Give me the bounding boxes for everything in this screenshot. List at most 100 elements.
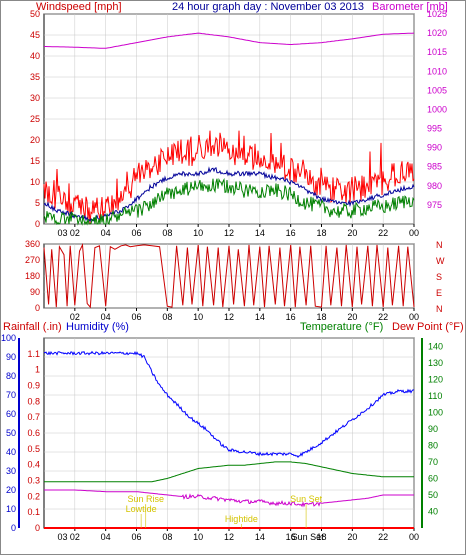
humidity-tick-label: 20 (6, 485, 16, 495)
rain-x-tick-label: 12 (224, 532, 234, 542)
humidity-tick-label: 10 (6, 504, 16, 514)
barometer-tick-label: 995 (427, 124, 442, 134)
compass-label: N (436, 240, 443, 250)
compass-label: N (436, 304, 443, 314)
windspeed-tick-label: 5 (35, 198, 40, 208)
direction-x-tick-label: 00 (409, 312, 419, 322)
humidity-tick-label: 30 (6, 466, 16, 476)
windspeed-avg-line (43, 166, 415, 222)
rain-x-tick-label: 06 (131, 532, 141, 542)
direction-tick-label: 0 (35, 303, 40, 313)
direction-x-tick-label: 08 (162, 312, 172, 322)
rain-x-tick-label: 20 (347, 532, 357, 542)
direction-tick-label: 360 (25, 239, 40, 249)
wind-direction-panel: 0 N 90 E 180 S 270 W 360 N 02 04 06 08 10 12 14 16 18 20 22 0… (25, 239, 445, 322)
windspeed-tick-label: 25 (30, 114, 40, 124)
rain-x-tick-label: 00 (409, 532, 419, 542)
temperature-tick-label: 140 (428, 341, 443, 351)
humidity-tick-label: 90 (6, 352, 16, 362)
barometer-tick-label: 1020 (427, 28, 447, 38)
wind-x-tick-label: 20 (347, 228, 357, 238)
wind-x-tick-label: 22 (378, 228, 388, 238)
windspeed-tick-label: 35 (30, 72, 40, 82)
rain-x-tick-label: 08 (162, 532, 172, 542)
wind-x-tick-label: 02 (70, 228, 80, 238)
rainfall-tick-label: 1 (35, 365, 40, 375)
dewpoint-line (44, 489, 414, 508)
humidity-tick-label: 70 (6, 390, 16, 400)
windspeed-tick-label: 10 (30, 177, 40, 187)
windspeed-tick-label: 15 (30, 156, 40, 166)
humidity-tick-label: 80 (6, 371, 16, 381)
wind-x-tick-label: 18 (316, 228, 326, 238)
temperature-tick-label: 40 (428, 506, 438, 516)
barometer-line (44, 32, 415, 49)
rainfall-axis-label: Rainfall (.in) (3, 321, 62, 333)
temperature-tick-label: 100 (428, 407, 443, 417)
direction-x-tick-label: 02 (70, 312, 80, 322)
rain-x-tick-label: 18 (316, 532, 326, 542)
barometer-tick-label: 1015 (427, 47, 447, 57)
wind-x-tick-label: 16 (286, 228, 296, 238)
humidity-tick-label: 60 (6, 409, 16, 419)
humidity-axis-label: Humidity (%) (66, 321, 129, 333)
direction-x-tick-label: 06 (131, 312, 141, 322)
humidity-tick-label: 0 (11, 523, 16, 533)
rain-x-tick-label: 04 (101, 532, 111, 542)
temperature-tick-label: 130 (428, 358, 443, 368)
temperature-axis-label: Temperature (°F) (300, 321, 383, 333)
humidity-tick-label: 50 (6, 428, 16, 438)
humidity-line (43, 350, 415, 459)
windspeed-axis-label: Windspeed [mph] (36, 1, 122, 13)
temperature-tick-label: 60 (428, 473, 438, 483)
temperature-tick-label: 70 (428, 457, 438, 467)
rainfall-tick-label: 0.7 (27, 412, 40, 422)
compass-label: E (436, 288, 442, 298)
rainfall-tick-label: 0.5 (27, 444, 40, 454)
rainfall-tick-label: 0.4 (27, 460, 40, 470)
rainfall-tick-label: 1.1 (27, 349, 40, 359)
wind-x-tick-label: 04 (101, 228, 111, 238)
wind-baro-panel: 0510152025303540455097598098599099510001… (30, 9, 447, 238)
rain-x-tick-label: 02 (70, 532, 80, 542)
temperature-tick-label: 90 (428, 424, 438, 434)
direction-x-tick-label: 10 (193, 312, 203, 322)
direction-x-tick-label: 20 (347, 312, 357, 322)
barometer-tick-label: 980 (427, 181, 442, 191)
dewpoint-axis-label: Dew Point (°F) (392, 321, 464, 333)
event-annotation: Hightide (225, 514, 258, 524)
barometer-tick-label: 975 (427, 200, 442, 210)
temperature-tick-label: 50 (428, 490, 438, 500)
event-annotation: Lowtide (126, 504, 157, 514)
barometer-axis-label: Barometer [mb] (372, 1, 448, 13)
compass-label: S (436, 272, 442, 282)
temperature-tick-label: 120 (428, 374, 443, 384)
direction-x-tick-label: 22 (378, 312, 388, 322)
rain-x-tick-label: 16 (286, 532, 296, 542)
wind-x-tick-label: 12 (224, 228, 234, 238)
humidity-tick-label: 100 (1, 333, 16, 343)
rainfall-tick-label: 0.6 (27, 428, 40, 438)
humidity-tick-label: 40 (6, 447, 16, 457)
windspeed-gust-line (43, 130, 415, 224)
compass-label: W (436, 256, 445, 266)
rain-humidity-temp-panel: 010203040506070809010000.10.20.30.40.50.… (1, 333, 443, 542)
rainfall-tick-label: 0.1 (27, 507, 40, 517)
rainfall-tick-label: 0.9 (27, 381, 40, 391)
temperature-tick-label: 80 (428, 440, 438, 450)
wind-x-tick-label: 00 (409, 228, 419, 238)
direction-tick-label: 90 (30, 287, 40, 297)
barometer-tick-label: 1025 (427, 9, 447, 19)
sunset-axis-label: Sun Set (292, 532, 325, 542)
rain-x-tick-label: 03 (57, 532, 67, 542)
windspeed-tick-label: 45 (30, 30, 40, 40)
temperature-line (44, 461, 414, 483)
rain-x-tick-label: 10 (193, 532, 203, 542)
event-annotation: Sun Rise (127, 494, 164, 504)
rain-x-tick-label: 22 (378, 532, 388, 542)
windspeed-tick-label: 50 (30, 9, 40, 19)
windspeed-low-line (43, 177, 415, 226)
windspeed-tick-label: 40 (30, 51, 40, 61)
direction-x-tick-label: 12 (224, 312, 234, 322)
